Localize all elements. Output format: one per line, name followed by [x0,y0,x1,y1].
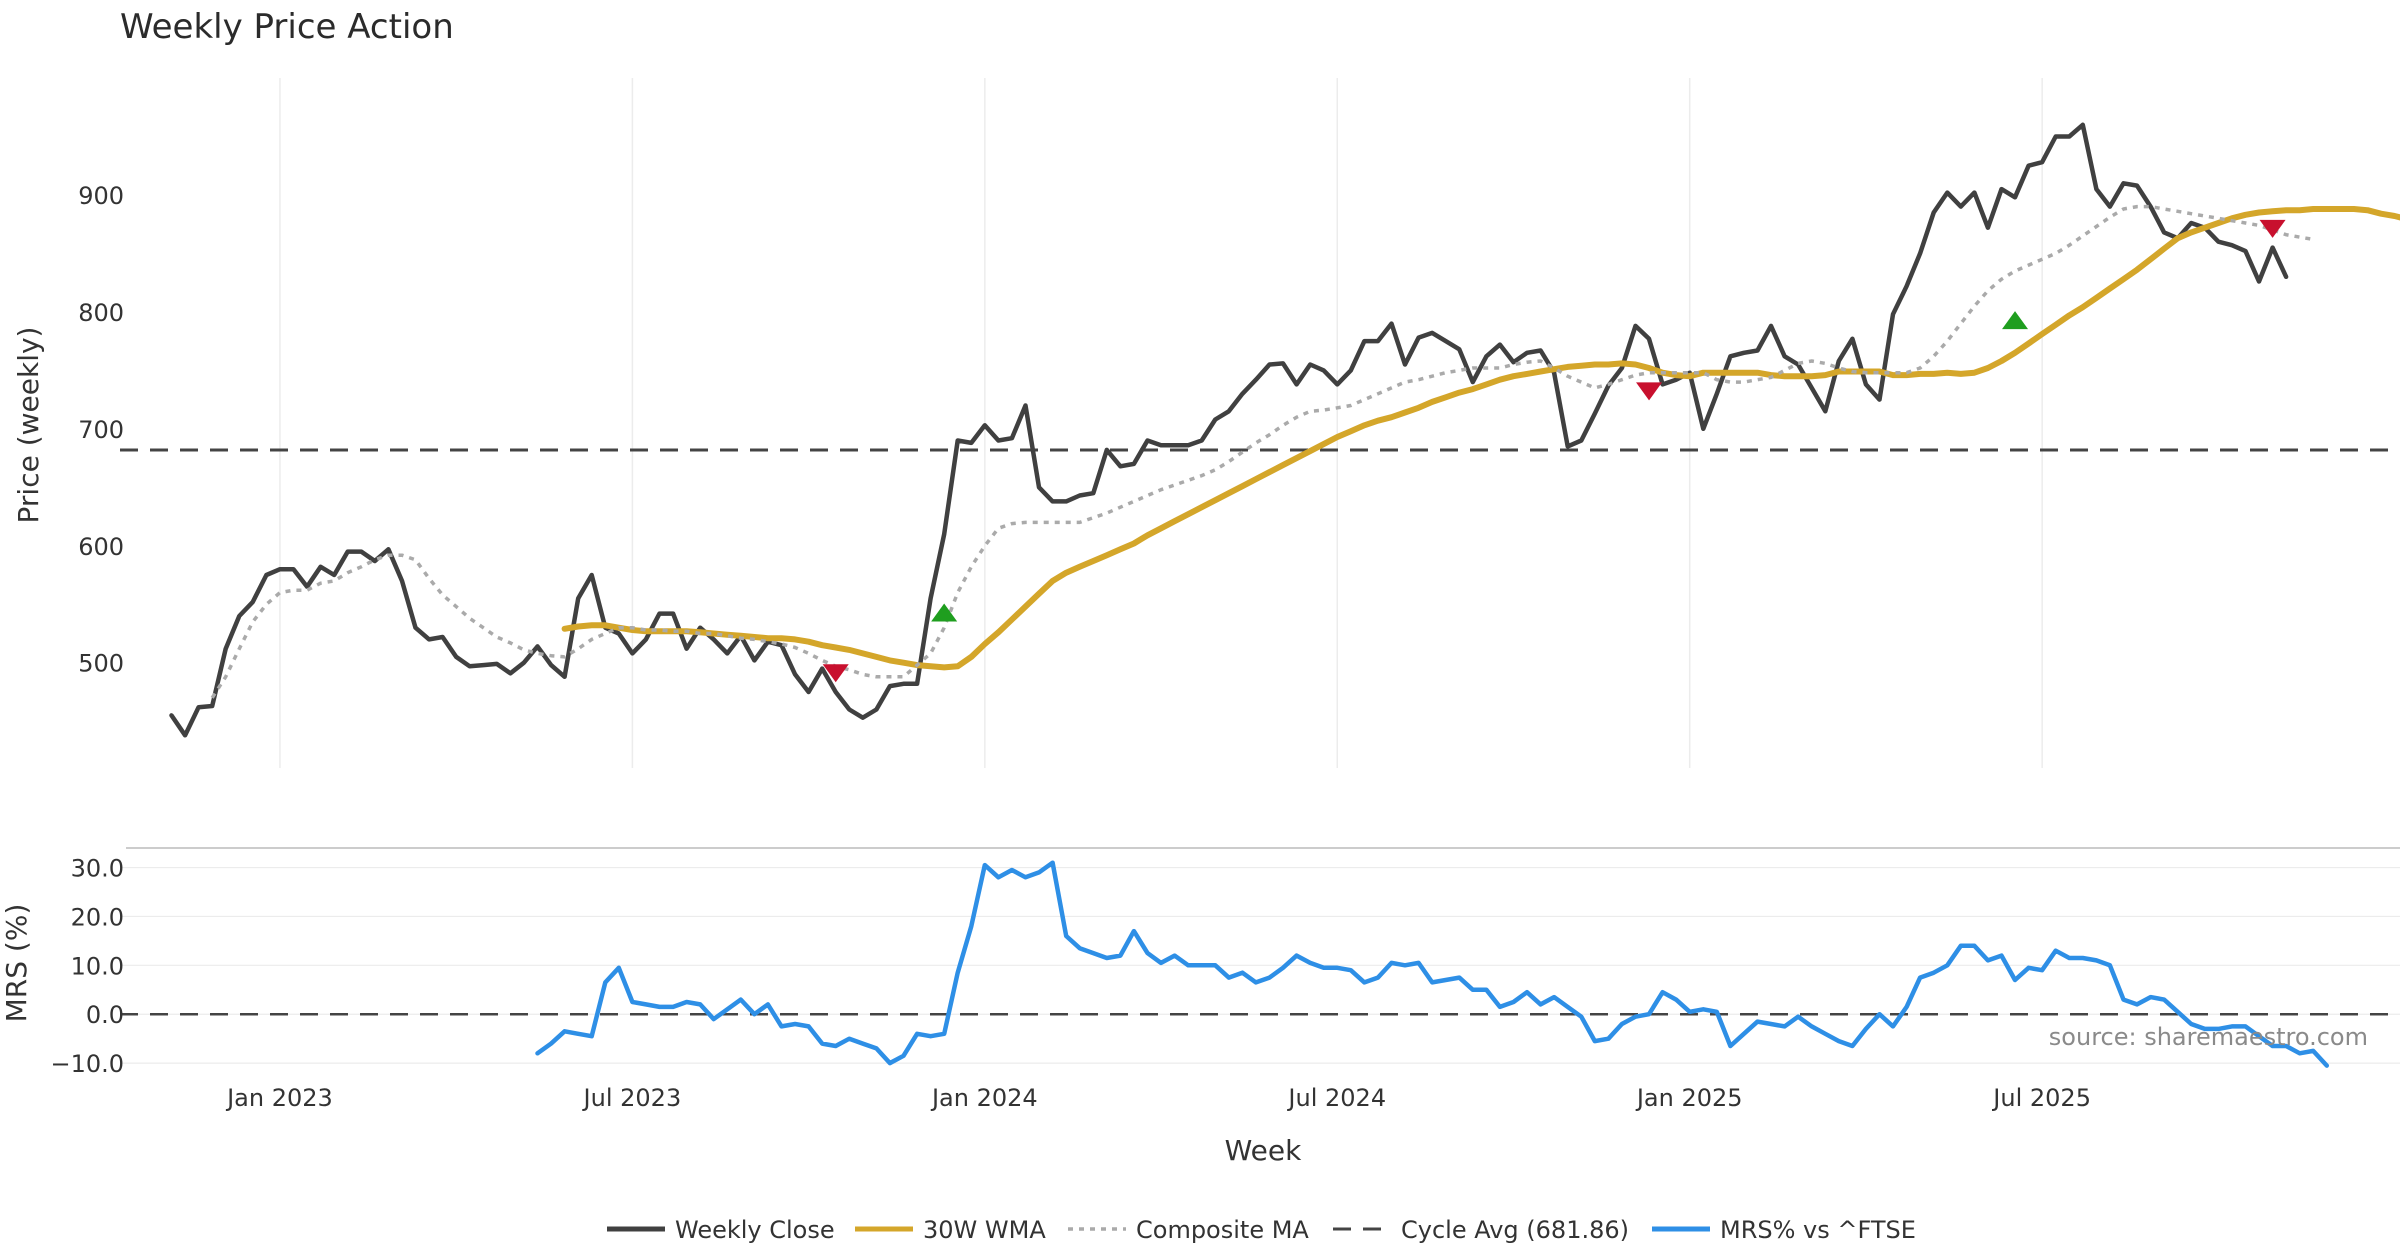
price-ytick-label-500: 500 [78,650,124,678]
x-tick-label-jan-2024: Jan 2024 [930,1084,1038,1112]
chart-title: Weekly Price Action [120,7,454,47]
x-tick-label-jul-2025: Jul 2025 [1991,1084,2091,1112]
x-tick-label-jan-2023: Jan 2023 [225,1084,333,1112]
price-ytick-label-900: 900 [78,182,124,210]
x-axis-label: Week [1225,1134,1302,1167]
price-panel-grid [279,78,2043,768]
sell-signal-marker-4 [2259,219,2286,238]
series-30w-wma [561,206,2400,671]
legend-label-30w-wma: 30W WMA [923,1216,1046,1244]
mrs-ytick-label-3: 20.0 [71,903,124,931]
series-weekly-close [169,122,2289,738]
x-tick-label-jul-2024: Jul 2024 [1286,1084,1386,1112]
price-ytick-label-700: 700 [78,416,124,444]
mrs-ytick-label-0: −10.0 [50,1050,124,1078]
legend-label-cycle-avg-681-86: Cycle Avg (681.86) [1401,1216,1629,1244]
legend-label-mrs-vs-ftse: MRS% vs ^FTSE [1720,1216,1916,1244]
legend-label-composite-ma: Composite MA [1136,1216,1309,1244]
buy-signal-marker-1 [931,603,958,622]
series-mrs-vs-ftse [535,860,2330,1068]
price-panel: 500 600 700 800 900 [78,122,2400,738]
x-tick-label-jul-2023: Jul 2023 [582,1084,682,1112]
mrs-ytick-label-1: 0.0 [86,1001,124,1029]
mrs-ytick-label-4: 30.0 [71,855,124,883]
mrs-panel-grid [120,847,2400,1064]
x-tick-label-jan-2025: Jan 2025 [1635,1084,1743,1112]
series-composite-ma [210,204,2314,699]
buy-signal-marker-3 [2002,311,2029,330]
price-ytick-label-600: 600 [78,533,124,561]
mrs-ytick-label-2: 10.0 [71,952,124,980]
sell-signal-marker-2 [1636,382,1663,401]
legend: Weekly Close 30W WMA Composite MA Cycle Avg… [607,1216,1916,1244]
price-axis-label: Price (weekly) [12,327,45,524]
sell-signal-marker-0 [822,664,849,683]
source-note: source: sharemaestro.com [2049,1023,2368,1051]
price-ytick-label-800: 800 [78,299,124,327]
legend-label-weekly-close: Weekly Close [675,1216,835,1244]
mrs-panel: −10.0 0.0 10.0 20.0 30.0 [50,855,2400,1078]
x-axis-ticks: Jan 2023 Jul 2023 Jan 2024 Jul 2024 Jan 2025… [225,1084,2091,1112]
mrs-axis-label: MRS (%) [0,904,33,1023]
